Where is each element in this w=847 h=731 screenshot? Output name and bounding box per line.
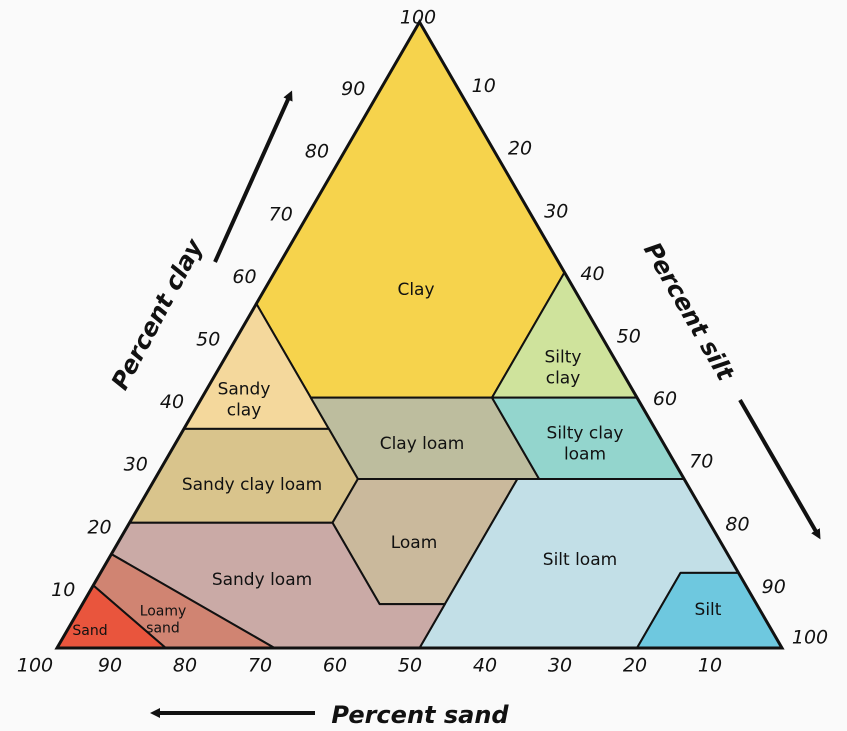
clay-tick-label: 30 [124,454,148,476]
region-label: Loam [391,533,438,553]
silt-tick-label: 50 [617,326,641,348]
sand-tick-label: 10 [698,655,722,677]
silt-tick-label: 80 [725,513,749,535]
clay-tick-label: 40 [160,391,184,413]
silt-tick-label: 70 [689,451,713,473]
silt-tick-label: 10 [472,75,496,97]
sand-tick-label: 70 [248,655,272,677]
region-label: Sandy [218,380,271,400]
clay-axis-title: Percent clay [106,233,209,394]
regions [56,21,783,649]
clay-arrow [213,90,293,263]
sand-tick-label: 30 [548,655,572,677]
region-label: sand [146,621,180,637]
silt-tick-label: 40 [580,263,604,285]
sand-tick-label: 20 [623,655,647,677]
silt-arrow [738,398,821,540]
clay-tick-label: 20 [87,516,111,538]
sand-tick-label: 100 [17,655,53,677]
clay-tick-label: 100 [400,7,436,29]
sand-axis-title: Percent sand [331,701,509,729]
sand-tick-label: 50 [398,655,422,677]
region-label: Sandy clay loam [182,475,322,495]
region-label: Clay [397,280,434,300]
region-label: Silty clay [547,424,624,444]
sand-tick-label: 80 [173,655,197,677]
clay-tick-label: 50 [196,329,220,351]
region-label: Silt loam [543,550,617,570]
soil-region [255,21,566,399]
silt-tick-label: 30 [544,200,568,222]
region-label: Clay loam [380,434,465,454]
region-label: Sandy loam [212,570,312,590]
silt-tick-label: 20 [508,138,532,160]
clay-tick-label: 10 [51,579,75,601]
sand-tick-label: 40 [473,655,497,677]
region-label: Silty [545,348,582,368]
region-label: loam [564,445,606,465]
silt-tick-label: 90 [762,576,786,598]
triangle-outline [54,19,785,650]
silt-axis-title: Percent silt [638,238,740,387]
region-label: Sand [72,623,107,639]
clay-tick-label: 90 [341,78,365,100]
clay-tick-label: 80 [305,141,329,163]
silt-tick-label: 100 [792,627,828,649]
clay-tick-label: 60 [232,266,256,288]
clay-tick-label: 70 [269,203,293,225]
silt-tick-label: 60 [653,388,677,410]
region-label: clay [227,401,262,421]
sand-tick-label: 90 [98,655,122,677]
region-label: Silt [695,600,722,620]
region-label: clay [546,369,581,389]
sand-tick-label: 60 [323,655,347,677]
region-label: Loamy [140,604,187,620]
